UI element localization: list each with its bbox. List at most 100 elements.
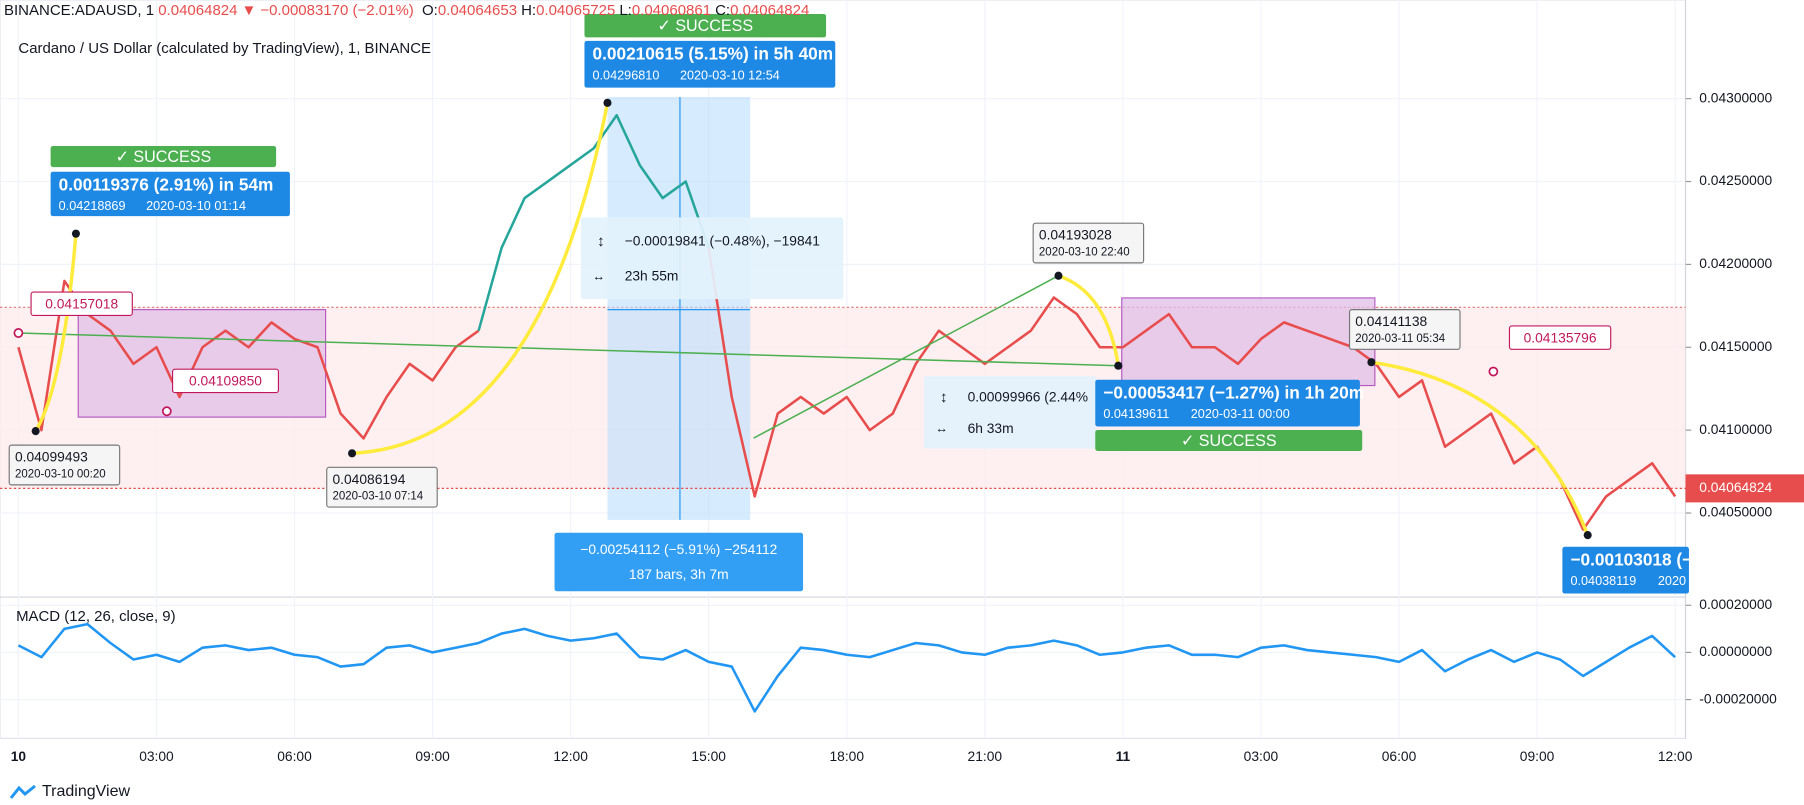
- projection-curve: [1057, 274, 1121, 366]
- range-box: [77, 309, 327, 418]
- projection-change: 0.00119376 (2.91%) in 54m: [59, 174, 274, 194]
- logo-icon: [10, 784, 36, 799]
- success-label: ✓ SUCCESS: [657, 17, 753, 35]
- y-tick-label: 0.04050000: [1699, 504, 1772, 520]
- header: BINANCE:ADAUSD, 1 0.04064824 ▼ −0.00083170…: [4, 0, 813, 21]
- anchor-ring: [1488, 366, 1499, 377]
- macd-title: MACD (12, 26, close, 9): [16, 608, 175, 625]
- x-tick-label: 15:00: [691, 748, 726, 764]
- measure-icon: ↔: [593, 268, 606, 283]
- anchor-ring: [13, 328, 24, 338]
- ohlc-value: 0.04065725: [536, 2, 616, 19]
- y-tick-label: 0.04100000: [1699, 421, 1772, 437]
- anchor-dot: [31, 427, 40, 436]
- projection-time: 2020-03-11 00:00: [1191, 406, 1290, 421]
- point-price: 0.04086194: [332, 471, 405, 487]
- point-time: 2020-03-10 07:14: [332, 491, 423, 503]
- measure-icon: ↕: [940, 389, 947, 406]
- measure-zone: [607, 96, 751, 520]
- price-line: [477, 113, 710, 332]
- x-tick-label: 03:00: [1244, 748, 1279, 764]
- projection-price: 0.04038119: [1570, 573, 1636, 588]
- arrow: ▼: [241, 2, 257, 19]
- success-label: ✓ SUCCESS: [115, 148, 211, 166]
- anchor-dot: [1114, 361, 1123, 370]
- ohlc-value: 0.04060861: [631, 2, 712, 19]
- price-label: 0.04135796: [1524, 329, 1597, 345]
- y-tick-label: 0.04200000: [1699, 255, 1772, 271]
- anchor-dot: [348, 449, 357, 458]
- subtitle: Cardano / US Dollar (calculated by Tradi…: [18, 40, 431, 57]
- projection-price: 0.04218869: [59, 198, 126, 213]
- logo-text: TradingView: [42, 783, 131, 800]
- price-label: 0.04109850: [189, 373, 262, 389]
- range-box: [1121, 297, 1376, 387]
- measure-duration: 23h 55m: [625, 268, 679, 284]
- x-tick-label: 10: [11, 748, 27, 764]
- logo: TradingView: [10, 783, 130, 801]
- success-box: [50, 146, 277, 168]
- ohlc-label: O:: [421, 2, 438, 19]
- projection-change: 0.00210615 (5.15%) in 5h 40m: [593, 43, 834, 63]
- anchor-dot: [1583, 531, 1592, 540]
- price-label: 0.04157018: [45, 296, 118, 312]
- ohlc-value: 0.04064653: [437, 2, 518, 19]
- last: 0.04064824: [158, 2, 238, 19]
- projection-change: −0.00053417 (−1.27%) in 1h 20m: [1103, 382, 1364, 402]
- measure-icon: ↔: [935, 420, 948, 435]
- x-tick-label: 11: [1116, 748, 1131, 764]
- ohlc: O:0.04064653 H:0.04065725 L:0.04060861 C:0.…: [422, 2, 813, 19]
- price-label-box: [172, 368, 279, 394]
- point-time: 2020-03-10 22:40: [1039, 246, 1130, 258]
- anchor-dot: [1054, 271, 1063, 280]
- ohlc-label: L:: [619, 2, 632, 19]
- trend-line: [18, 332, 1119, 367]
- projection-box: [50, 171, 290, 217]
- point-time: 2020-03-10 00:20: [15, 468, 106, 480]
- x-tick-label: 12:00: [553, 748, 588, 764]
- measure-change: 0.00099966 (2.44%: [968, 389, 1088, 405]
- point-price: 0.04141138: [1355, 313, 1427, 329]
- price-line: [17, 622, 1676, 713]
- change: −0.00083170 (−2.01%): [260, 2, 414, 19]
- measure-box: [554, 532, 804, 592]
- last-price-tag: [1685, 474, 1804, 503]
- y-tick-label: 0.00000000: [1699, 643, 1772, 659]
- symbol: BINANCE:ADAUSD, 1: [4, 2, 155, 19]
- projection-curve: [351, 102, 610, 456]
- x-tick-label: 09:00: [415, 748, 450, 764]
- anchor-dot: [603, 98, 612, 107]
- ohlc-value: 0.04064824: [730, 2, 810, 19]
- x-tick-label: 12:00: [1658, 748, 1693, 764]
- projection-price: 0.04139611: [1103, 406, 1169, 421]
- projection-curve: [1371, 360, 1590, 536]
- anchor-dot: [71, 229, 80, 238]
- success-label: ✓ SUCCESS: [1181, 432, 1277, 450]
- y-tick-label: 0.04250000: [1699, 172, 1772, 188]
- last-price-label: 0.04064824: [1699, 479, 1772, 495]
- y-tick-label: -0.00020000: [1699, 690, 1777, 706]
- projection-box: [1095, 379, 1360, 427]
- price-line: [17, 247, 1677, 531]
- projection-time: 2020: [1658, 573, 1686, 588]
- ohlc-label: H:: [521, 2, 537, 19]
- trend-line: [753, 275, 1059, 439]
- projection-time: 2020-03-10 01:14: [146, 198, 246, 213]
- y-tick-label: 0.00020000: [1699, 596, 1772, 612]
- y-tick-label: 0.04300000: [1699, 89, 1772, 105]
- success-box: [584, 14, 827, 38]
- point-price: 0.04099493: [15, 449, 88, 465]
- projection-price: 0.04296810: [593, 67, 660, 82]
- success-box: [1095, 429, 1363, 451]
- measure-icon: ↕: [597, 233, 604, 250]
- x-tick-label: 09:00: [1520, 748, 1555, 764]
- ohlc-label: C:: [715, 2, 731, 19]
- point-label-box: [1348, 309, 1461, 350]
- x-tick-label: 03:00: [139, 748, 174, 764]
- measure-box: [581, 217, 844, 300]
- x-tick-label: 21:00: [968, 748, 1003, 764]
- projection-box: [1562, 546, 1689, 594]
- price-label-box: [1508, 325, 1612, 350]
